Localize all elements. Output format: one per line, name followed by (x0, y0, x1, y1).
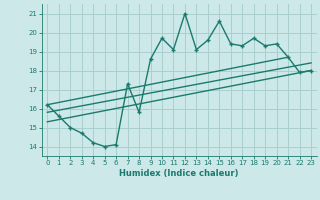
X-axis label: Humidex (Indice chaleur): Humidex (Indice chaleur) (119, 169, 239, 178)
